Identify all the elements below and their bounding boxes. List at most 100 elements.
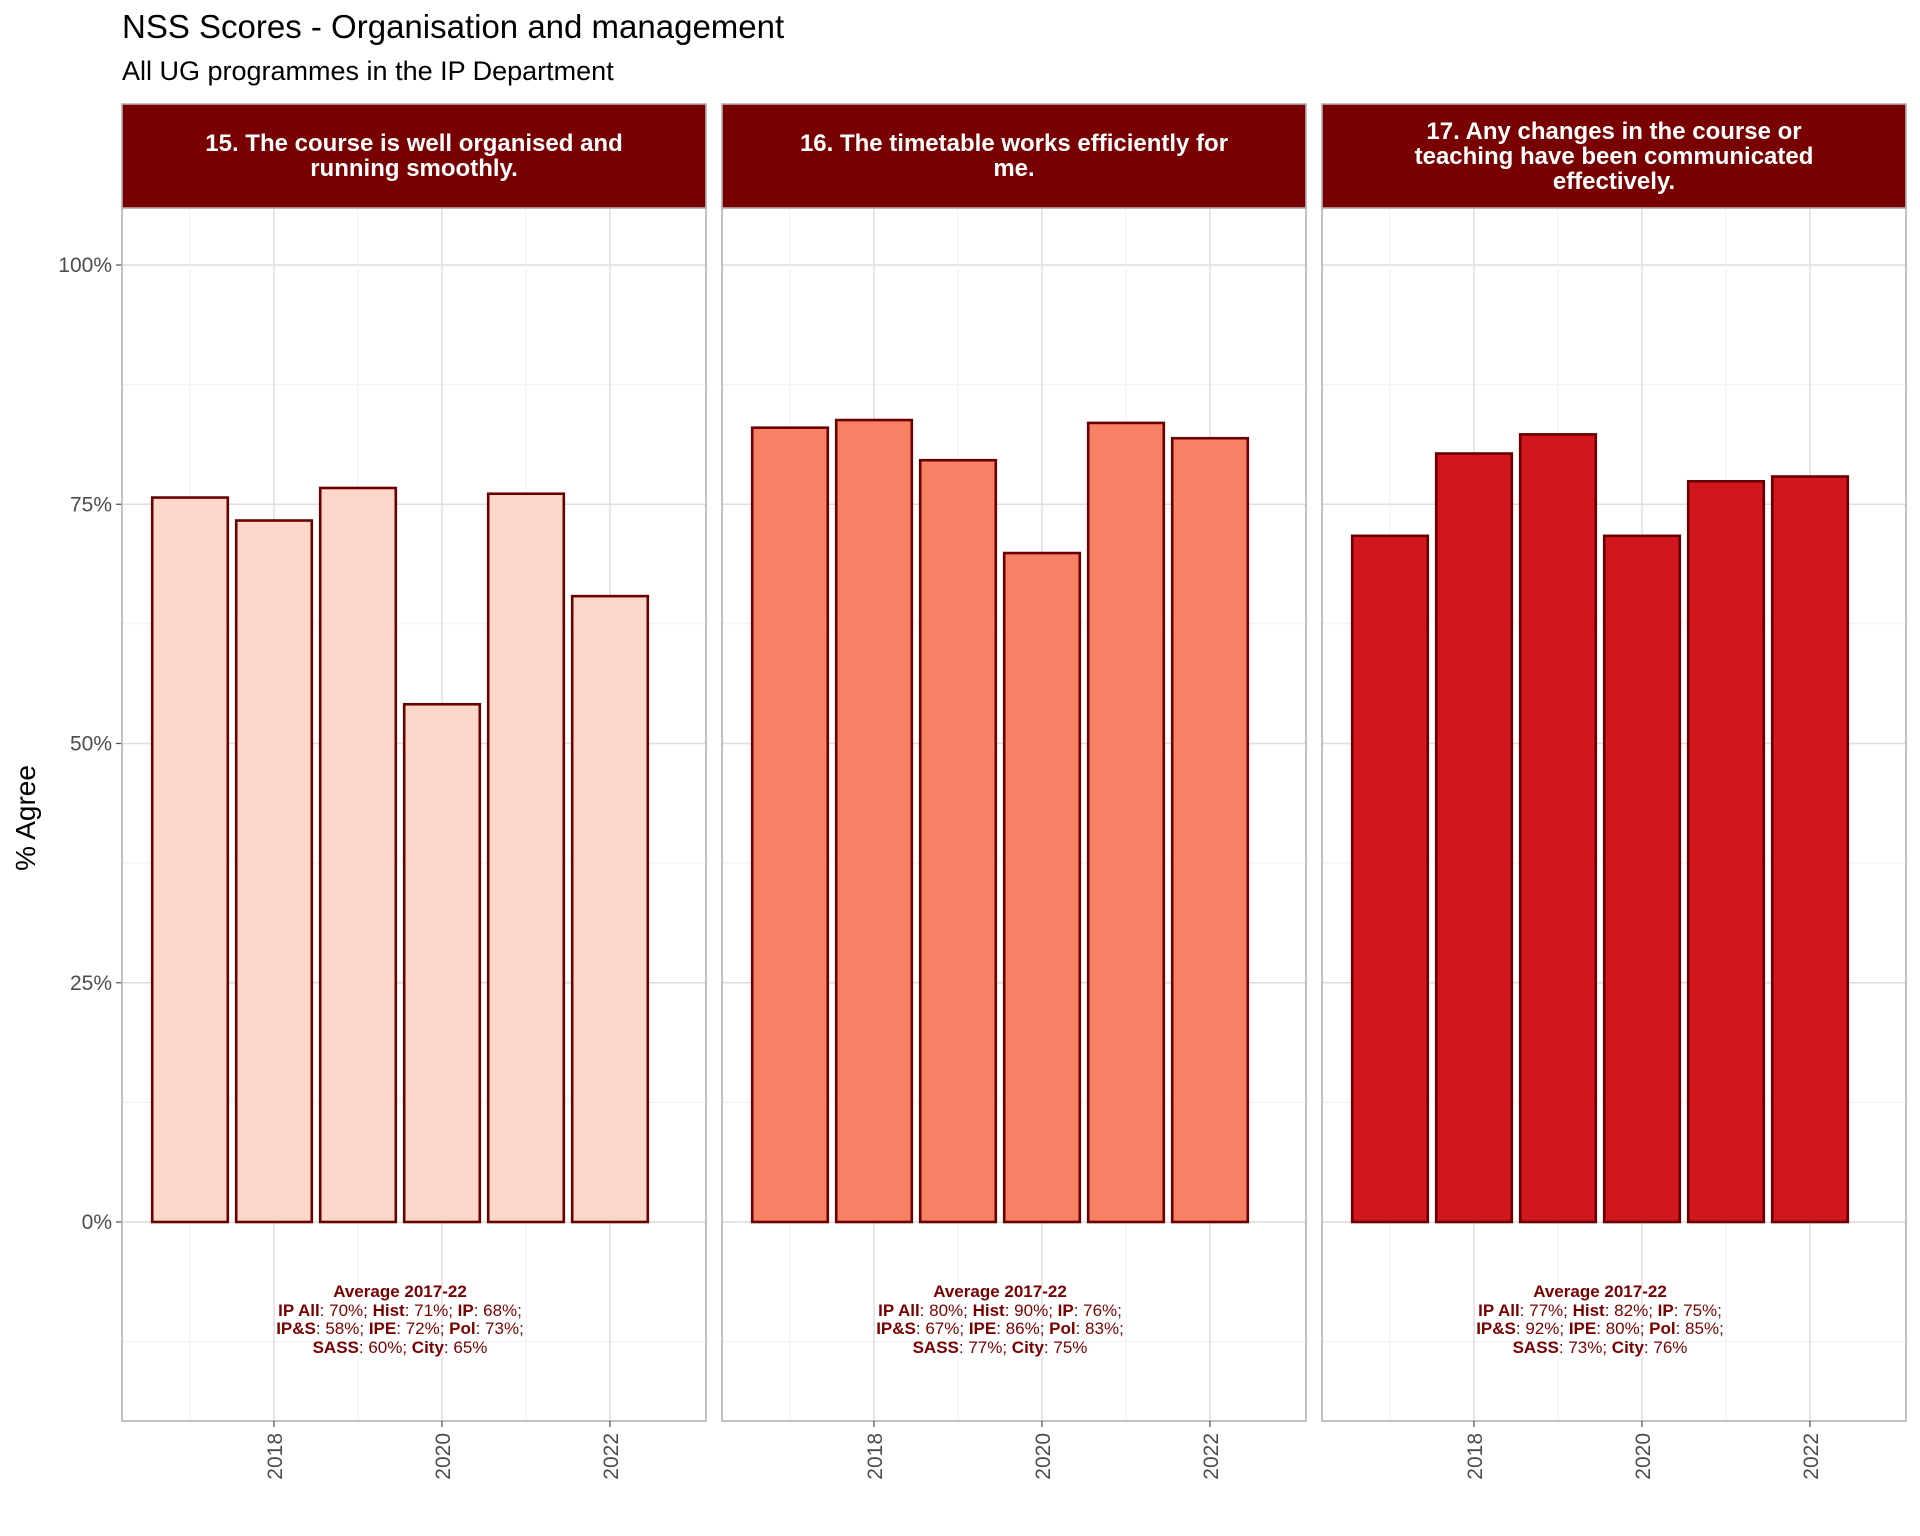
average-title: Average 2017-22 [333,1282,467,1301]
average-line: SASS: 77%; City: 75% [800,1337,1200,1358]
average-value: : 76% [1643,1337,1688,1357]
average-title: Average 2017-22 [933,1282,1067,1301]
average-programme: IPE [1568,1319,1597,1338]
average-value: : 83%; [1075,1319,1124,1338]
average-programme: Pol [1049,1319,1076,1338]
chart-subtitle: All UG programmes in the IP Department [122,56,614,86]
average-programme: City [1011,1337,1044,1357]
bar-2020 [1002,551,1082,1224]
y-tick-label: 25% [70,972,112,995]
average-value: : 82%; [1604,1300,1658,1320]
average-line: SASS: 60%; City: 65% [200,1337,600,1358]
average-annotation: Average 2017-22 IP All: 70%; Hist: 71%; I… [200,1282,600,1358]
average-annotation: Average 2017-22 IP All: 77%; Hist: 82%; I… [1400,1282,1800,1358]
facet-strip-label: 17. Any changes in the course or teachin… [1414,117,1814,195]
x-tick-label: 2022 [1800,1433,1823,1480]
average-line: IP&S: 67%; IPE: 86%; Pol: 83%; [800,1319,1200,1339]
average-annotation: Average 2017-22 IP All: 80%; Hist: 90%; I… [800,1282,1200,1358]
bar-2021 [486,492,566,1224]
average-value: : 68%; [473,1300,522,1320]
bar-2018 [234,519,314,1224]
average-programme: IP&S [276,1319,316,1338]
average-programme: IP All [878,1300,920,1320]
bar-2022 [1170,436,1250,1224]
bar-2022 [570,594,650,1224]
bar-2019 [1518,433,1598,1224]
average-programme: SASS [1512,1337,1559,1357]
x-tick-label: 2018 [1464,1433,1487,1480]
average-programme: City [1611,1337,1644,1357]
average-programme: IP&S [1476,1319,1516,1338]
average-line: IP All: 77%; Hist: 82%; IP: 75%; [1400,1300,1800,1321]
bar-2018 [834,418,914,1224]
x-tick-label: 2020 [432,1433,455,1480]
x-tick-label: 2020 [1032,1433,1055,1480]
average-value: : 65% [443,1337,488,1357]
bar-2021 [1686,479,1766,1224]
bar-2021 [1086,421,1166,1224]
average-programme: Pol [1649,1319,1676,1338]
average-programme: IP All [278,1300,320,1320]
y-tick-label: 100% [58,254,112,277]
x-tick-label: 2018 [264,1433,287,1480]
average-value: : 77%; [958,1337,1012,1357]
bar-2017 [1350,534,1430,1224]
average-programme: Pol [449,1319,476,1338]
average-value: : 92%; [1515,1319,1569,1338]
bar-2020 [1602,534,1682,1224]
average-programme: City [411,1337,444,1357]
average-value: : 80%; [1596,1319,1650,1338]
bar-2017 [750,426,830,1224]
average-title: Average 2017-22 [1533,1282,1667,1301]
average-value: : 85%; [1675,1319,1724,1338]
average-programme: Hist [372,1300,405,1320]
average-programme: IP [1657,1300,1674,1320]
average-line: IP&S: 58%; IPE: 72%; Pol: 73%; [200,1319,600,1339]
average-value: : 72%; [396,1319,450,1338]
average-programme: IP [457,1300,474,1320]
bar-2019 [318,486,398,1224]
facet-strip [721,103,1307,209]
facet-strip [121,103,707,209]
average-value: : 70%; [319,1300,373,1320]
average-programme: IPE [368,1319,397,1338]
average-value: : 77%; [1519,1300,1573,1320]
y-tick-label: 75% [70,493,112,516]
y-tick-label: 0% [82,1211,112,1234]
average-value: : 60%; [358,1337,412,1357]
average-value: : 80%; [919,1300,973,1320]
average-programme: IP [1057,1300,1074,1320]
average-value: : 58%; [315,1319,369,1338]
average-value: : 86%; [996,1319,1050,1338]
chart-title: NSS Scores - Organisation and management [122,8,785,45]
average-value: : 71%; [404,1300,458,1320]
average-line: IP All: 70%; Hist: 71%; IP: 68%; [200,1300,600,1321]
average-line: IP All: 80%; Hist: 90%; IP: 76%; [800,1300,1200,1321]
average-programme: IP All [1478,1300,1520,1320]
x-tick-label: 2020 [1632,1433,1655,1480]
x-tick-label: 2022 [1200,1433,1223,1480]
x-tick-label: 2018 [864,1433,887,1480]
average-programme: SASS [312,1337,359,1357]
average-value: : 75%; [1673,1300,1722,1320]
bar-2018 [1434,452,1514,1224]
average-programme: Hist [972,1300,1005,1320]
average-value: : 73%; [475,1319,524,1338]
x-tick-label: 2022 [600,1433,623,1480]
average-programme: IPE [968,1319,997,1338]
facet-strip [1321,103,1907,209]
average-programme: IP&S [876,1319,916,1338]
average-value: : 76%; [1073,1300,1122,1320]
bar-2019 [918,458,998,1224]
bar-2022 [1770,475,1850,1224]
average-value: : 67%; [915,1319,969,1338]
facet-strip-label: 15. The course is well organised and run… [205,130,623,182]
average-line: IP&S: 92%; IPE: 80%; Pol: 85%; [1400,1319,1800,1339]
bar-2020 [402,702,482,1224]
average-value: : 73%; [1558,1337,1612,1357]
average-programme: Hist [1572,1300,1605,1320]
y-tick-label: 50% [70,733,112,756]
average-line: SASS: 73%; City: 76% [1400,1337,1800,1358]
average-value: : 90%; [1004,1300,1058,1320]
average-programme: SASS [912,1337,959,1357]
